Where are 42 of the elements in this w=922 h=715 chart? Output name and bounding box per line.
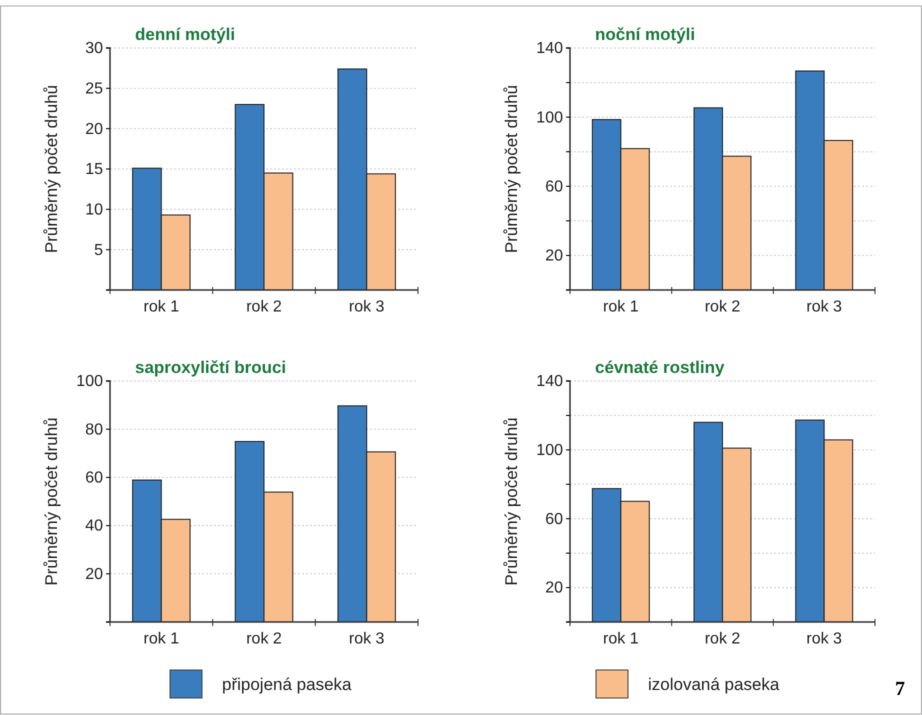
x-tick-label: rok 1 (144, 298, 180, 316)
y-tick-label: 10 (85, 201, 104, 218)
x-tick-label: rok 3 (806, 630, 842, 648)
x-tick-label: rok 1 (603, 630, 639, 648)
y-tick-label: 5 (94, 242, 104, 259)
y-axis-title: Průměrný počet druhů (502, 417, 521, 586)
y-tick-label: 20 (85, 566, 104, 583)
y-axis-title: Průměrný počet druhů (42, 84, 61, 254)
x-tick-label: rok 3 (806, 298, 842, 316)
x-tick-label: rok 2 (246, 298, 282, 316)
text: 7 (895, 678, 905, 700)
legend-label: izolovaná paseka (648, 675, 780, 694)
x-tick-label: rok 1 (603, 298, 639, 316)
x-tick-label: rok 2 (704, 630, 740, 648)
y-tick-label: 15 (85, 161, 104, 178)
y-tick-label: 40 (85, 518, 104, 535)
chart-title: denní motýli (135, 25, 236, 44)
legend-label: připojená paseka (222, 675, 352, 694)
y-tick-label: 60 (85, 470, 104, 487)
x-tick-label: rok 1 (144, 630, 180, 648)
x-tick-label: rok 2 (246, 630, 282, 648)
y-tick-label: 20 (545, 248, 564, 265)
y-axis-title: Průměrný počet druhů (42, 417, 61, 586)
y-tick-label: 20 (85, 120, 104, 138)
y-tick-label: 100 (76, 373, 104, 390)
y-axis-title: Průměrný počet druhů (502, 84, 521, 254)
x-tick-label: rok 3 (348, 630, 385, 648)
y-tick-label: 60 (545, 510, 564, 528)
chart-title: saproxyličtí brouci (135, 358, 286, 377)
y-tick-label: 100 (536, 442, 564, 459)
x-tick-label: rok 2 (704, 298, 740, 316)
chart-title: noční motýli (595, 25, 696, 44)
y-tick-label: 140 (536, 40, 564, 58)
y-tick-label: 60 (545, 178, 564, 196)
y-tick-label: 25 (85, 80, 104, 98)
y-tick-label: 140 (536, 373, 564, 390)
y-tick-label: 30 (85, 40, 104, 58)
chart-title: cévnaté rostliny (595, 358, 725, 377)
x-tick-label: rok 3 (348, 298, 385, 316)
y-tick-label: 80 (85, 421, 104, 438)
y-tick-label: 100 (536, 109, 564, 126)
y-tick-label: 20 (545, 580, 564, 597)
